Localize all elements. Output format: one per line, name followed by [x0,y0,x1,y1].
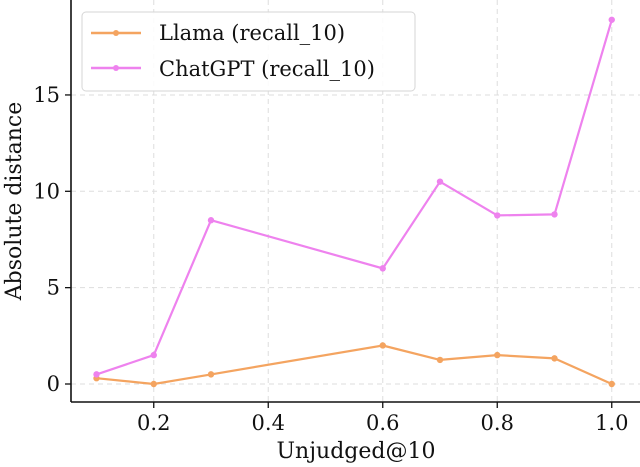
data-point [436,178,444,185]
data-point [207,371,215,378]
x-axis-ticks: 0.2 0.4 0.6 0.8 1.0 [137,402,628,435]
data-point [150,351,157,359]
legend: Llama (recall_10) ChatGPT (recall_10) [81,11,416,92]
y-axis-label: Absolute distance [2,102,27,301]
legend-item-llama: Llama (recall_10) [91,21,345,45]
series-line [96,344,613,386]
legend-box [81,11,416,92]
data-point [608,380,615,388]
data-point [93,371,100,378]
data-point [494,351,501,359]
y-axis-ticks: 0 5 10 15 [33,83,71,396]
x-tick-label: 1.0 [595,411,628,435]
x-tick-label: 0.8 [481,411,514,435]
x-tick-label: 0.2 [137,411,170,435]
data-point [551,211,558,218]
legend-label-chatgpt: ChatGPT (recall_10) [159,57,375,81]
legend-item-chatgpt: ChatGPT (recall_10) [91,57,375,81]
y-tick-label: 10 [33,179,60,203]
y-tick-label: 5 [47,276,60,300]
legend-label-llama: Llama (recall_10) [159,21,345,45]
x-tick-label: 0.4 [252,411,285,435]
y-tick-label: 0 [47,372,60,396]
data-point [608,16,615,23]
series-line [96,19,613,376]
legend-marker-llama [113,30,119,36]
series-llama [93,342,615,388]
data-point [494,212,501,219]
axes [70,0,640,403]
data-point [207,217,215,224]
data-series [93,16,615,388]
series-chatgpt [93,16,615,378]
data-point [551,355,558,362]
x-tick-label: 0.6 [366,411,399,435]
y-tick-label: 15 [33,83,60,107]
data-point [379,342,386,349]
x-axis-label: Unjudged@10 [277,439,436,464]
data-point [150,380,157,388]
data-point [379,265,386,272]
data-point [436,356,444,364]
legend-marker-chatgpt [113,65,119,71]
